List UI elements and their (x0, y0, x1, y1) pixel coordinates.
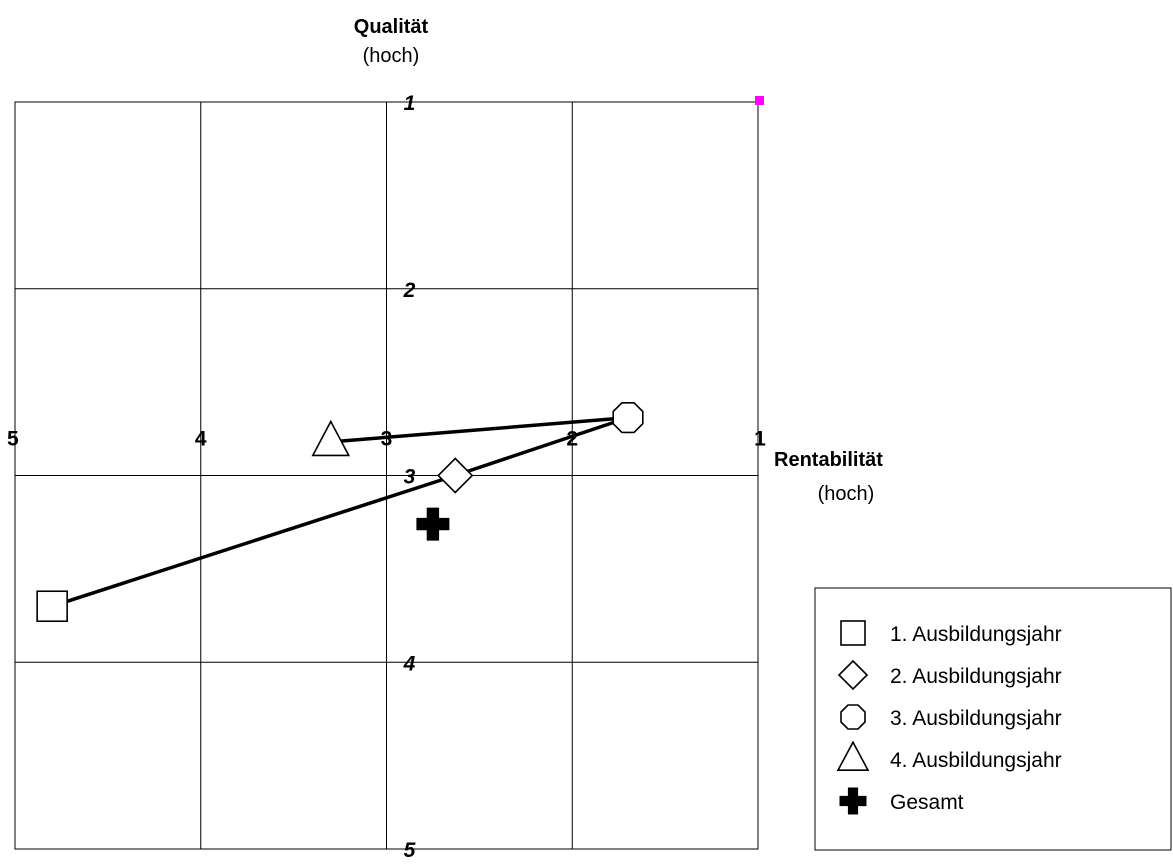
data-point-cross (416, 507, 450, 541)
legend-symbol-cross (839, 787, 867, 815)
connecting-lines (51, 415, 629, 608)
y-tick-label: 3 (404, 466, 416, 489)
legend-label: 3. Ausbildungsjahr (890, 707, 1062, 730)
data-point-diamond (437, 457, 474, 494)
legend-symbol-square (840, 620, 866, 646)
y-tick-label: 5 (404, 839, 416, 862)
legend-symbol-triangle (836, 740, 870, 772)
legend: 1. Ausbildungsjahr 2. Ausbildungsjahr 3. A… (814, 587, 1172, 851)
series-connecting-line (51, 415, 629, 608)
x-axis-subtitle: (hoch) (818, 483, 875, 505)
x-tick-label: 4 (195, 428, 207, 451)
axis-labels: Qualität (hoch) Rentabilität (hoch) (354, 16, 883, 505)
legend-label: 1. Ausbildungsjahr (890, 623, 1062, 646)
grid (14, 101, 759, 850)
data-point-triangle (311, 419, 351, 457)
data-point-octagon (612, 401, 644, 434)
y-tick-label: 2 (403, 279, 416, 302)
x-tick-label: 5 (7, 428, 19, 451)
data-markers (36, 96, 764, 623)
x-axis-title: Rentabilität (774, 449, 883, 471)
y-axis-subtitle: (hoch) (363, 45, 420, 67)
legend-label: 2. Ausbildungsjahr (890, 665, 1062, 688)
data-point-square (36, 590, 68, 623)
legend-symbol-diamond (837, 659, 869, 691)
x-tick-label: 1 (754, 428, 766, 451)
y-axis-title: Qualität (354, 16, 429, 38)
y-tick-label: 4 (403, 652, 416, 675)
legend-box (814, 587, 1172, 851)
legend-label: Gesamt (890, 791, 964, 814)
legend-label: 4. Ausbildungsjahr (890, 749, 1062, 772)
corner-marker (755, 96, 764, 105)
legend-symbol-octagon (840, 704, 866, 730)
x-tick-label: 2 (566, 428, 578, 451)
y-tick-label: 1 (404, 92, 416, 115)
